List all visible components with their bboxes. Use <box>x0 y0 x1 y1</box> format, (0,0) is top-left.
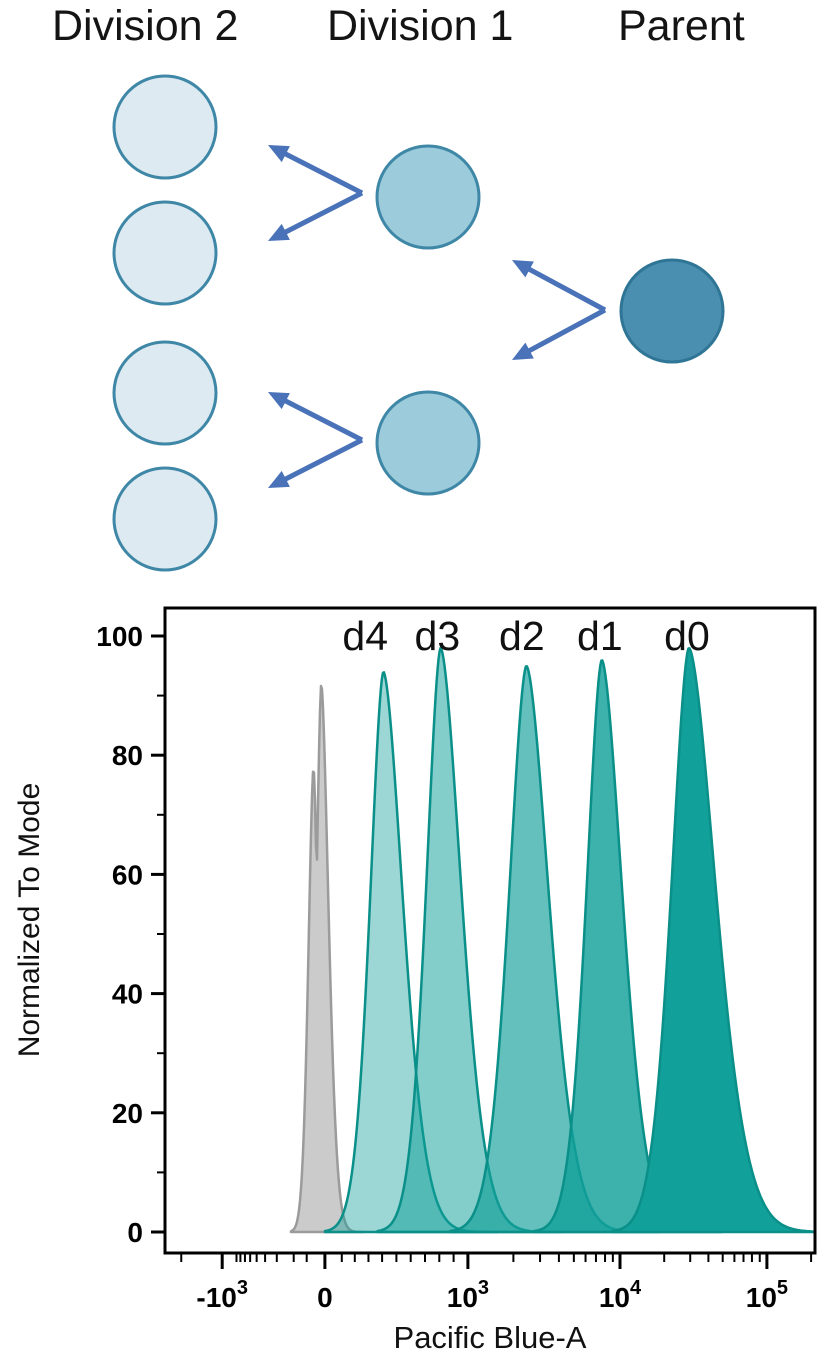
division2-cell <box>112 74 218 180</box>
arrow-line <box>281 397 364 443</box>
y-tick-label: 60 <box>112 859 143 890</box>
division2-cell <box>112 340 218 446</box>
arrowhead-icon <box>512 342 534 360</box>
x-tick-label: 105 <box>746 1277 788 1313</box>
x-tick-label: 104 <box>599 1277 642 1313</box>
division-1-label: Division 1 <box>327 2 514 50</box>
peak-label-d0: d0 <box>664 613 710 659</box>
y-tick-label: 100 <box>96 621 143 652</box>
arrow-line <box>524 307 607 355</box>
division1-cell <box>375 144 481 250</box>
x-axis-title: Pacific Blue-A <box>393 1320 587 1355</box>
y-axis-ticks: 0 20 40 60 80 100 <box>96 621 165 1248</box>
series-d0 <box>611 647 814 1234</box>
parent-label: Parent <box>618 2 745 50</box>
division2-cell <box>112 200 218 306</box>
arrow-line <box>281 437 364 483</box>
arrowhead-icon <box>268 392 290 410</box>
arrowhead-icon <box>268 145 290 163</box>
peak-label-d1: d1 <box>577 613 623 659</box>
arrow-line <box>281 190 364 236</box>
y-tick-label: 0 <box>127 1217 143 1248</box>
plot-border <box>163 606 817 1255</box>
arrow-line <box>524 265 607 313</box>
arrowhead-icon <box>268 223 290 241</box>
histogram-curves <box>289 646 814 1234</box>
arrow-line <box>281 150 364 196</box>
y-tick-label: 80 <box>112 740 143 771</box>
arrowhead-icon <box>268 470 290 488</box>
y-tick-label: 20 <box>112 1098 143 1129</box>
peak-label-d4: d4 <box>342 613 388 659</box>
peak-label-d2: d2 <box>499 613 545 659</box>
arrowhead-icon <box>512 260 534 278</box>
parent-cell <box>619 258 725 364</box>
lineage-diagram <box>112 74 725 572</box>
y-tick-label: 40 <box>112 979 143 1010</box>
division-arrows <box>268 145 607 488</box>
x-tick-label: -103 <box>196 1277 248 1313</box>
histogram-plot: d4 d3 d2 d1 d0 -103 0 103 104 105 0 20 40 60 80 100 <box>96 606 817 1313</box>
division-2-label: Division 2 <box>52 2 239 50</box>
peak-label-d3: d3 <box>415 613 461 659</box>
x-tick-label: 103 <box>447 1277 489 1313</box>
x-axis-ticks: -103 0 103 104 105 <box>180 1253 813 1313</box>
division1-cell <box>375 390 481 496</box>
division2-cell <box>112 466 218 572</box>
x-tick-label: 0 <box>317 1282 333 1313</box>
